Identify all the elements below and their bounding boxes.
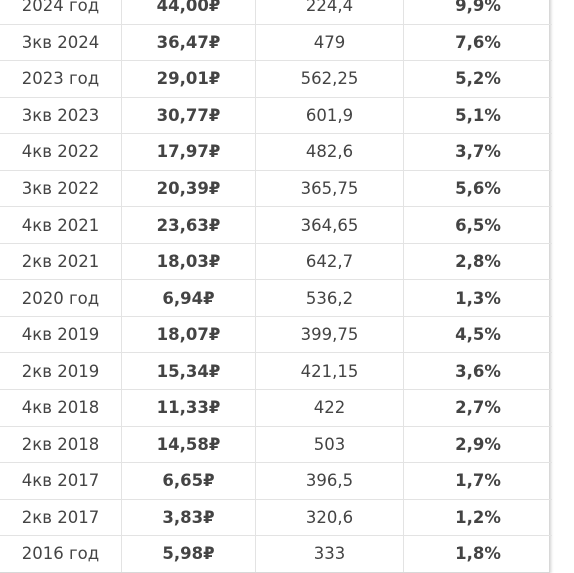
price-cell: 320,6 bbox=[255, 498, 404, 536]
table-row: 3кв 2024 36,47₽ 479 7,6% bbox=[0, 23, 552, 61]
yield-cell: 3,7% bbox=[403, 133, 552, 171]
price-cell: 224,4 bbox=[255, 0, 404, 25]
period-cell: 2кв 2019 bbox=[0, 352, 122, 390]
period-cell: 4кв 2017 bbox=[0, 462, 122, 500]
yield-cell: 1,2% bbox=[403, 498, 552, 536]
price-cell: 422 bbox=[255, 389, 404, 427]
period-cell: 4кв 2018 bbox=[0, 389, 122, 427]
table-row: 3кв 2023 30,77₽ 601,9 5,1% bbox=[0, 96, 552, 134]
table-row: 4кв 2019 18,07₽ 399,75 4,5% bbox=[0, 315, 552, 353]
dividend-cell: 14,58₽ bbox=[121, 425, 256, 463]
yield-cell: 7,6% bbox=[403, 23, 552, 61]
dividend-cell: 29,01₽ bbox=[121, 60, 256, 98]
period-cell: 3кв 2022 bbox=[0, 169, 122, 207]
dividend-cell: 17,97₽ bbox=[121, 133, 256, 171]
dividend-cell: 30,77₽ bbox=[121, 96, 256, 134]
dividend-cell: 18,07₽ bbox=[121, 315, 256, 353]
yield-cell: 5,1% bbox=[403, 96, 552, 134]
price-cell: 562,25 bbox=[255, 60, 404, 98]
yield-cell: 2,7% bbox=[403, 389, 552, 427]
yield-cell: 2,8% bbox=[403, 242, 552, 280]
period-cell: 2024 год bbox=[0, 0, 122, 25]
price-cell: 364,65 bbox=[255, 206, 404, 244]
price-cell: 536,2 bbox=[255, 279, 404, 317]
dividend-cell: 36,47₽ bbox=[121, 23, 256, 61]
period-cell: 2020 год bbox=[0, 279, 122, 317]
period-cell: 3кв 2023 bbox=[0, 96, 122, 134]
table-row: 3кв 2022 20,39₽ 365,75 5,6% bbox=[0, 169, 552, 207]
period-cell: 4кв 2022 bbox=[0, 133, 122, 171]
dividend-cell: 3,83₽ bbox=[121, 498, 256, 536]
period-cell: 2кв 2021 bbox=[0, 242, 122, 280]
yield-cell: 6,5% bbox=[403, 206, 552, 244]
table-row: 4кв 2017 6,65₽ 396,5 1,7% bbox=[0, 462, 552, 500]
period-cell: 2023 год bbox=[0, 60, 122, 98]
dividend-cell: 15,34₽ bbox=[121, 352, 256, 390]
dividend-table: 2024 год 44,00₽ 224,4 9,9% 3кв 2024 36,4… bbox=[0, 0, 552, 572]
dividend-cell: 20,39₽ bbox=[121, 169, 256, 207]
yield-cell: 1,7% bbox=[403, 462, 552, 500]
table-row: 2023 год 29,01₽ 562,25 5,2% bbox=[0, 60, 552, 98]
dividend-cell: 44,00₽ bbox=[121, 0, 256, 25]
dividend-history-table: 2024 год 44,00₽ 224,4 9,9% 3кв 2024 36,4… bbox=[0, 0, 552, 573]
dividend-cell: 11,33₽ bbox=[121, 389, 256, 427]
table-row: 4кв 2022 17,97₽ 482,6 3,7% bbox=[0, 133, 552, 171]
yield-cell: 2,9% bbox=[403, 425, 552, 463]
price-cell: 399,75 bbox=[255, 315, 404, 353]
table-row: 4кв 2021 23,63₽ 364,65 6,5% bbox=[0, 206, 552, 244]
table-row: 2020 год 6,94₽ 536,2 1,3% bbox=[0, 279, 552, 317]
table-row: 2кв 2021 18,03₽ 642,7 2,8% bbox=[0, 242, 552, 280]
price-cell: 396,5 bbox=[255, 462, 404, 500]
price-cell: 601,9 bbox=[255, 96, 404, 134]
table-row: 2кв 2019 15,34₽ 421,15 3,6% bbox=[0, 352, 552, 390]
table-body: 2024 год 44,00₽ 224,4 9,9% 3кв 2024 36,4… bbox=[0, 0, 552, 572]
period-cell: 4кв 2021 bbox=[0, 206, 122, 244]
price-cell: 479 bbox=[255, 23, 404, 61]
yield-cell: 1,3% bbox=[403, 279, 552, 317]
yield-cell: 5,2% bbox=[403, 60, 552, 98]
dividend-cell: 6,94₽ bbox=[121, 279, 256, 317]
period-cell: 3кв 2024 bbox=[0, 23, 122, 61]
price-cell: 642,7 bbox=[255, 242, 404, 280]
period-cell: 2кв 2017 bbox=[0, 498, 122, 536]
dividend-cell: 6,65₽ bbox=[121, 462, 256, 500]
table-row: 2кв 2018 14,58₽ 503 2,9% bbox=[0, 425, 552, 463]
period-cell: 2кв 2018 bbox=[0, 425, 122, 463]
table-row: 2кв 2017 3,83₽ 320,6 1,2% bbox=[0, 498, 552, 536]
yield-cell: 5,6% bbox=[403, 169, 552, 207]
dividend-cell: 23,63₽ bbox=[121, 206, 256, 244]
price-cell: 482,6 bbox=[255, 133, 404, 171]
price-cell: 365,75 bbox=[255, 169, 404, 207]
table-row: 4кв 2018 11,33₽ 422 2,7% bbox=[0, 389, 552, 427]
yield-cell: 9,9% bbox=[455, 0, 501, 16]
price-cell: 503 bbox=[255, 425, 404, 463]
period-cell: 4кв 2019 bbox=[0, 315, 122, 353]
price-cell: 421,15 bbox=[255, 352, 404, 390]
table-row: 2024 год 44,00₽ 224,4 9,9% bbox=[0, 0, 552, 25]
dividend-cell: 18,03₽ bbox=[121, 242, 256, 280]
yield-cell: 4,5% bbox=[403, 315, 552, 353]
yield-cell: 3,6% bbox=[403, 352, 552, 390]
